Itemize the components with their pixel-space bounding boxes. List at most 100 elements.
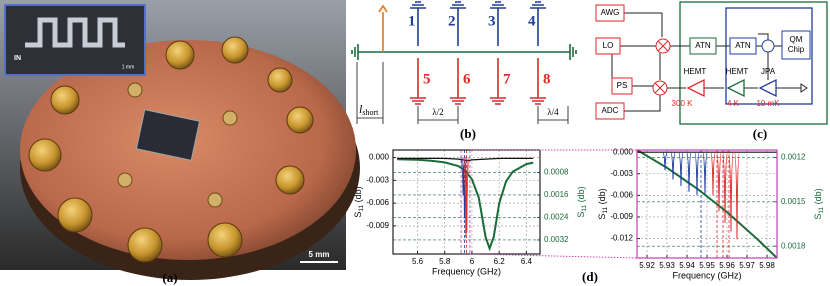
axis-label-subscript: 11 (602, 206, 609, 213)
resonance-dip (715, 151, 723, 212)
y-tick-label: -0.009 (610, 212, 633, 221)
x-tick-label: 5.8 (439, 257, 451, 266)
resonator-number: 1 (408, 13, 416, 29)
block-label: ATN (695, 41, 711, 50)
block-label: PS (617, 81, 628, 90)
room-temperature-blocks (595, 4, 705, 120)
connector (127, 227, 163, 263)
connector (50, 85, 80, 115)
resonance-dip (733, 151, 741, 240)
screw (207, 192, 223, 208)
chart: 5.92 5.93 5.94 5.95 5.96 5.97 5.98 0.000 -0.003 -… (610, 147, 806, 280)
half-wave-label: λ/2 (432, 107, 443, 117)
screws (117, 82, 238, 208)
axis-label-main: S (576, 212, 586, 218)
x-tick-label: 5.6 (412, 257, 424, 266)
x-tick-label: 5.98 (759, 261, 775, 270)
hemt-amplifier (686, 78, 705, 98)
x-axis-label: Frequency (GHz) (432, 266, 501, 276)
mixer-cross (657, 40, 669, 52)
termination (795, 83, 808, 93)
x-tick-label: 5.94 (679, 261, 695, 270)
axis-label-unit: (db) (576, 186, 586, 205)
connector (275, 165, 305, 195)
x-tick-label: 5.92 (639, 261, 655, 270)
inset-scale-label: 1 mm (122, 64, 135, 70)
resonator (410, 58, 426, 105)
screw (222, 110, 238, 126)
series-line (397, 157, 534, 162)
resonator-number: 4 (528, 13, 536, 29)
x-tick-label: 5.96 (719, 261, 735, 270)
axis-label-main: S (353, 212, 363, 218)
length-symbol: l (359, 102, 363, 116)
setup (595, 1, 828, 125)
antenna (378, 4, 388, 52)
y-tick-label: -0.003 (366, 175, 389, 184)
resonance-dip (459, 157, 467, 196)
resonance-dip (662, 151, 668, 171)
temperature-label: 4 K (727, 99, 740, 108)
y-axis-label: S11 (db) (353, 186, 364, 217)
x-axis-label: Frequency (GHz) (672, 270, 741, 280)
circuit (351, 1, 577, 124)
axis-label-subscript: 11 (581, 204, 588, 211)
y2-tick-label: 0.0015 (781, 197, 806, 206)
screw (117, 172, 133, 188)
resonance-dip (693, 151, 701, 196)
y-tick-label: -0.006 (366, 198, 389, 207)
axis-label-subscript: 11 (358, 204, 365, 211)
amplifier-label: HEMT (726, 67, 749, 76)
block-label: LO (603, 41, 614, 50)
plot-frame (392, 149, 541, 255)
panel-label: (a) (162, 270, 177, 285)
photo: IN 1 mm 5 mm (a) (0, 0, 360, 285)
block-label: Chip (788, 45, 805, 54)
amplifier-label: HEMT (684, 67, 707, 76)
y2-tick-label: 0.0032 (544, 235, 569, 244)
top-resonators (410, 1, 546, 46)
mixing-chamber-blocks (729, 30, 811, 98)
axis-label-subscript: 11 (818, 206, 825, 213)
resonator (490, 58, 506, 105)
connector (221, 36, 249, 64)
length-bracket (356, 62, 384, 124)
cold-blocks (689, 37, 745, 98)
resonator (530, 1, 546, 46)
x-tick-label: 6 (470, 257, 475, 266)
resonator-number: 7 (503, 71, 511, 87)
y-tick-label: 0.000 (613, 147, 634, 156)
x-tick-label: 5.97 (739, 261, 755, 270)
resonance-dip (463, 157, 470, 232)
chart: 5.6 5.8 6 6.2 6.4 0.000 -0.003 -0.006 -0.009 0.00… (366, 149, 569, 276)
circulator (761, 39, 775, 53)
jpa-amplifier (758, 78, 777, 98)
plot-frame (636, 149, 778, 259)
length-bracket (537, 106, 569, 124)
chip (135, 109, 201, 161)
resonator-number: 5 (423, 71, 431, 87)
block-label: QM (790, 35, 803, 44)
circuit-numbers: 1 2 3 4 5 6 7 8 (408, 13, 551, 87)
resonator (450, 1, 466, 46)
axis-label-main: S (597, 214, 607, 220)
block (781, 30, 811, 60)
y-tick-label: 0.000 (369, 153, 390, 162)
series-line (397, 158, 534, 252)
resonator-number: 3 (488, 13, 496, 29)
temperature-label: 300 K (672, 99, 694, 108)
block (595, 37, 621, 55)
cryostat-4k (679, 1, 828, 125)
length-bracket (417, 106, 459, 124)
block (729, 37, 757, 55)
cryostat-10mk (725, 7, 813, 105)
x-tick-label: 6.2 (494, 257, 506, 266)
resonator-number: 6 (463, 71, 471, 87)
block (595, 4, 625, 22)
hemt-amplifier (726, 78, 745, 98)
resonance-dip (701, 151, 709, 194)
bottom-resonators (410, 58, 546, 105)
y2-tick-label: 0.0012 (781, 153, 806, 162)
block-label: ATN (735, 41, 751, 50)
